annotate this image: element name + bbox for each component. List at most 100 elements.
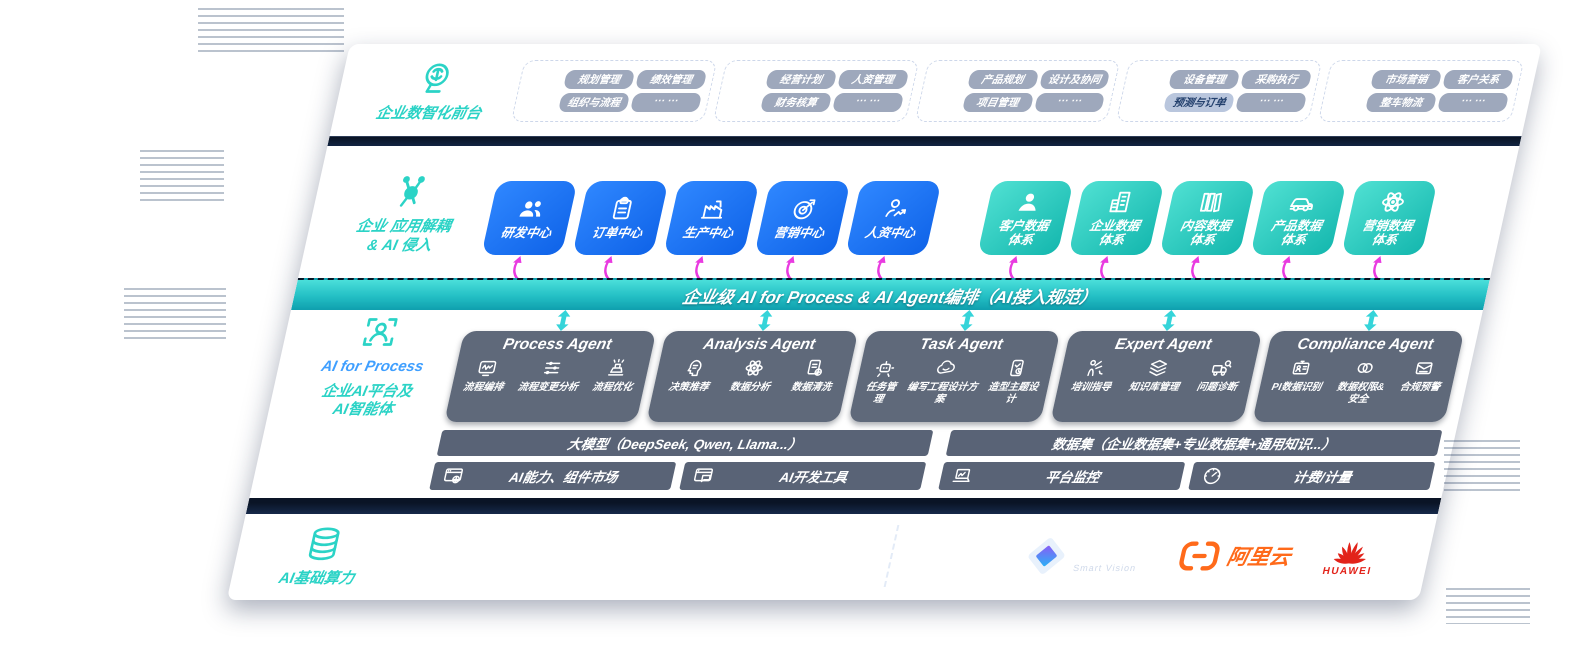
data-app-header: 数据应用群	[1176, 158, 1261, 175]
server-icon	[551, 531, 588, 561]
front-group-title: 经营 支持	[723, 73, 762, 108]
front-group-title: 生产 供应	[1127, 73, 1165, 108]
agent-box-expert: Expert Agent 培训指导 知识库管理	[1050, 331, 1263, 422]
front-groups: 战略 管控 规划管理 绩效管理 组织与流程 ··· ··· 经营 支持 经营计划…	[510, 60, 1525, 122]
data-box-label: 产品数据 体系	[1270, 219, 1324, 247]
doc-gear-icon	[802, 357, 829, 379]
agents-rail: AI for Process 企业AI平台及 AI智能体	[276, 310, 469, 422]
insight-head-icon	[679, 357, 706, 379]
app-box-col: 营销中心	[748, 181, 851, 282]
compute-nodes: 数据中心 数据中心 ··· ··· AI一体机 AI一体机	[519, 531, 882, 581]
agent-item: 数据权限& 安全	[1333, 357, 1391, 405]
front-pill: 经营计划	[764, 70, 837, 89]
decor-stripes	[140, 150, 224, 206]
layers-icon	[1145, 357, 1172, 379]
molecule-icon	[387, 172, 436, 212]
public-cloud-label: 公有云 算力	[927, 538, 975, 573]
huawei-flower-icon	[1333, 542, 1366, 564]
design-check-icon	[1004, 357, 1031, 379]
front-office-label: 企业数智化前台	[374, 104, 484, 122]
agent-item: 流程变更分析	[517, 357, 585, 394]
band-label: 企业级 AI for Process & AI Agent编排（AI接入规范）	[680, 287, 1100, 307]
app-box-col: 营销数据 体系	[1335, 181, 1438, 282]
app-box-label: 订单中心	[590, 226, 644, 241]
compute-node: 数据中心	[605, 531, 660, 581]
app-box-col: 订单中心	[566, 181, 669, 282]
books-icon	[1194, 188, 1228, 216]
agent-item-label: 流程优化	[591, 382, 634, 393]
stamp-icon	[603, 357, 630, 379]
platform-dataset-group: 数据集（企业数据集+专业数据集+通用知识...） 平台监控 计费/计量	[938, 429, 1443, 490]
training-icon	[1082, 357, 1109, 379]
front-group-product: 产品 研发 产品规划 设计及协同 项目管理 ··· ···	[914, 60, 1121, 122]
application-label: 企业 应用解耦 & AI 侵入	[354, 218, 453, 254]
agent-item: 合规预警	[1399, 357, 1447, 394]
agent-title: Analysis Agent	[701, 336, 817, 353]
app-box-rnd-center: 研发中心	[481, 181, 578, 255]
front-group-operation: 经营 支持 经营计划 人资管理 财务核算 ··· ···	[712, 60, 920, 122]
app-box-label: 营销中心	[772, 226, 826, 241]
front-pill: 规划管理	[563, 70, 636, 89]
agent-col: Compliance Agent PI数据识别 数据权限& 安全	[1252, 310, 1469, 422]
database-icon	[300, 524, 349, 564]
platform-cell-monitor: 平台监控	[938, 461, 1186, 490]
agent-box-analysis: Analysis Agent 决策推荐 数据分析	[646, 331, 859, 422]
platform-grid: 大模型（DeepSeek, Qwen, Llama...） AI能力、组件市场 …	[429, 429, 1443, 490]
hr-icon	[878, 195, 912, 223]
mail-alert-icon	[1411, 357, 1438, 379]
agents-layer: AI for Process 企业AI平台及 AI智能体 Process Age…	[266, 310, 1483, 422]
cloud-icon	[933, 357, 960, 379]
data-box-label: 内容数据 体系	[1179, 219, 1233, 247]
decor-stripes	[124, 288, 226, 342]
compute-node-label: AI一体机	[806, 568, 853, 580]
front-pill-more: ··· ···	[1437, 93, 1510, 112]
front-group-pills: 设备管理 采购执行 预测与订单 ··· ···	[1163, 70, 1313, 112]
app-box-label: 研发中心	[499, 226, 553, 241]
ellipsis-dots: ··· ···	[675, 539, 730, 556]
server-icon	[616, 531, 653, 561]
agent-item-label: 任务管理	[864, 382, 898, 405]
agent-item: 编写工程设计方案	[900, 357, 987, 405]
clipboard-icon	[605, 195, 639, 223]
front-pill: 组织与流程	[557, 93, 631, 112]
agent-item: PI数据识别	[1270, 357, 1328, 394]
platform-cell-label: AI开发工具	[778, 469, 849, 485]
front-pill: 财务核算	[759, 93, 832, 112]
compute-node: AI一体机	[806, 531, 861, 581]
dashed-divider	[883, 525, 900, 587]
agents-label-en: AI for Process	[319, 357, 426, 375]
decor-stripes	[198, 8, 344, 54]
agent-item: 造型主题设计	[981, 357, 1049, 405]
infrastructure-layer: AI基础算力 企业AI算力 或AI一体机 数据中心 数据中心 ··· ··· A…	[227, 514, 1438, 600]
agent-item-label: 造型主题设计	[986, 382, 1040, 405]
data-box-label: 客户数据 体系	[997, 219, 1051, 247]
front-group-strategy: 战略 管控 规划管理 绩效管理 组织与流程 ··· ···	[510, 60, 718, 122]
infrastructure-label: AI基础算力	[277, 569, 356, 587]
app-box-col: 人资中心	[839, 181, 942, 282]
agent-item: 培训指导	[1070, 357, 1118, 394]
agent-item: 决策推荐	[667, 357, 715, 394]
platform-cell-label: 平台监控	[1043, 469, 1102, 485]
decor-stripes	[1444, 440, 1520, 496]
front-group-pills: 产品规划 设计及协同 项目管理 ··· ···	[961, 70, 1111, 112]
front-pill-more: ··· ···	[1033, 93, 1106, 112]
compute-node: 数据中心	[540, 531, 595, 581]
front-office-rail: 企业数智化前台	[342, 59, 524, 124]
agent-item-label: 决策推荐	[667, 382, 710, 393]
front-pill: 产品规划	[966, 70, 1039, 89]
platform-label: 神州问学 AI管控及开发平台	[277, 441, 402, 478]
front-pill: 人资管理	[836, 70, 909, 89]
agent-title: Task Agent	[918, 336, 1005, 353]
front-pill-more: ··· ···	[831, 93, 904, 112]
data-app-group: 数据应用群 客户数据 体系 企业数据 体系	[972, 150, 1444, 282]
person-icon	[1012, 188, 1046, 216]
agent-item-label: 流程变更分析	[516, 382, 580, 393]
factory-icon	[696, 195, 730, 223]
front-pill: 设计及协同	[1038, 70, 1111, 89]
app-box-production-center: 生产中心	[663, 181, 760, 255]
aliyun-name: 阿里云	[1224, 546, 1293, 569]
server-icon	[752, 531, 789, 561]
front-pill: 项目管理	[961, 93, 1034, 112]
platform-cell-devtools: AI开发工具	[679, 461, 927, 490]
double-arrow-icon	[757, 310, 772, 331]
